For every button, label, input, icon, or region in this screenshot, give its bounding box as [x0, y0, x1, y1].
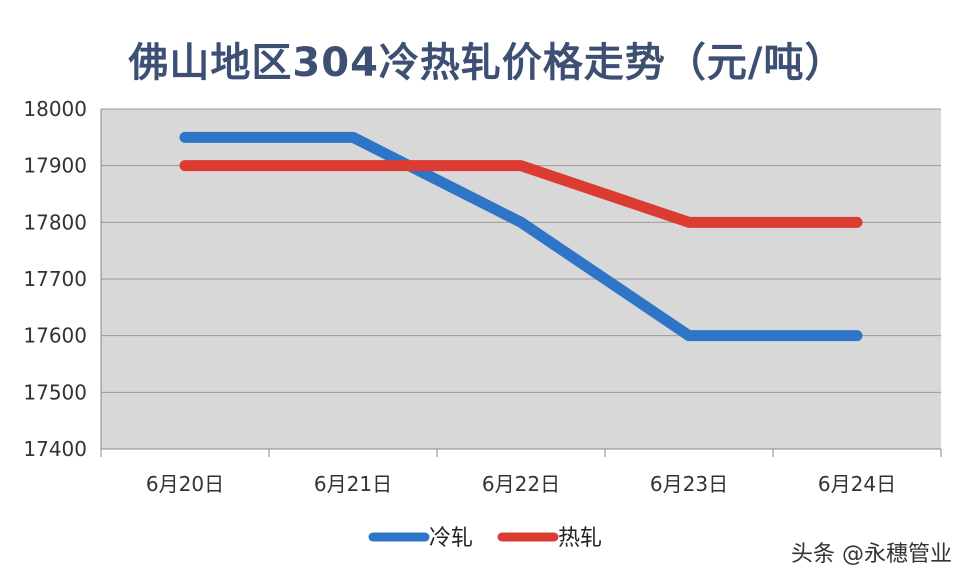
series-line-1	[179, 160, 863, 228]
series-line-0	[179, 131, 863, 342]
x-tick-label: 6月23日	[650, 472, 728, 496]
x-tick-label: 6月21日	[314, 472, 392, 496]
x-tick-label: 6月20日	[146, 472, 224, 496]
y-tick-label: 17600	[23, 324, 87, 348]
y-tick-label: 17500	[23, 380, 87, 404]
y-tick-label: 18000	[23, 97, 87, 121]
y-tick-label: 17800	[23, 210, 87, 234]
chart-title: 佛山地区304冷热轧价格走势（元/吨）	[128, 40, 846, 86]
y-tick-label: 17900	[23, 154, 87, 178]
legend-label: 热轧	[558, 526, 602, 551]
watermark: 头条 @永穗管业	[791, 542, 952, 567]
y-tick-label: 17400	[23, 437, 87, 461]
x-tick-label: 6月24日	[818, 472, 896, 496]
legend-label: 冷轧	[429, 526, 473, 551]
y-tick-label: 17700	[23, 267, 87, 291]
x-tick-label: 6月22日	[482, 472, 560, 496]
